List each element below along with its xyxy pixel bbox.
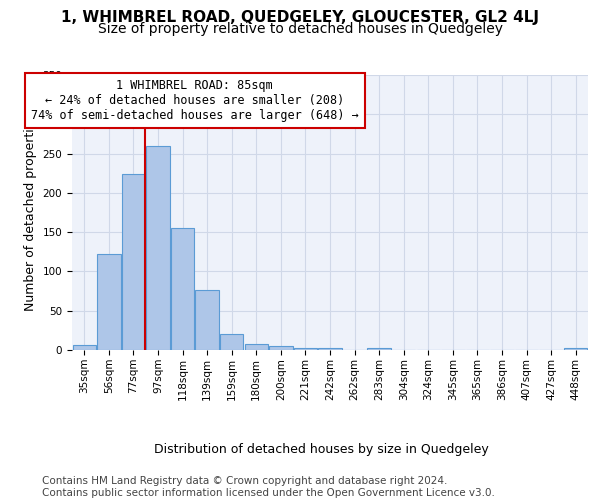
Bar (564, 348, 587, 350)
Text: 1, WHIMBREL ROAD, QUEDGELEY, GLOUCESTER, GL2 4LJ: 1, WHIMBREL ROAD, QUEDGELEY, GLOUCESTER,… (61, 10, 539, 25)
Bar (220, 334, 244, 350)
Bar (294, 348, 317, 350)
Bar (367, 348, 391, 350)
Bar (171, 228, 194, 350)
Text: Contains HM Land Registry data © Crown copyright and database right 2024.
Contai: Contains HM Land Registry data © Crown c… (42, 476, 495, 498)
Bar (319, 348, 341, 350)
Bar (97, 254, 121, 350)
Y-axis label: Number of detached properties: Number of detached properties (24, 114, 37, 311)
Text: Distribution of detached houses by size in Quedgeley: Distribution of detached houses by size … (154, 442, 488, 456)
Bar (196, 290, 219, 350)
Bar (245, 344, 268, 350)
Bar (122, 174, 145, 350)
Bar (269, 346, 293, 350)
Text: Size of property relative to detached houses in Quedgeley: Size of property relative to detached ho… (97, 22, 503, 36)
Bar (73, 346, 96, 350)
Text: 1 WHIMBREL ROAD: 85sqm
← 24% of detached houses are smaller (208)
74% of semi-de: 1 WHIMBREL ROAD: 85sqm ← 24% of detached… (31, 79, 359, 122)
Bar (146, 146, 170, 350)
